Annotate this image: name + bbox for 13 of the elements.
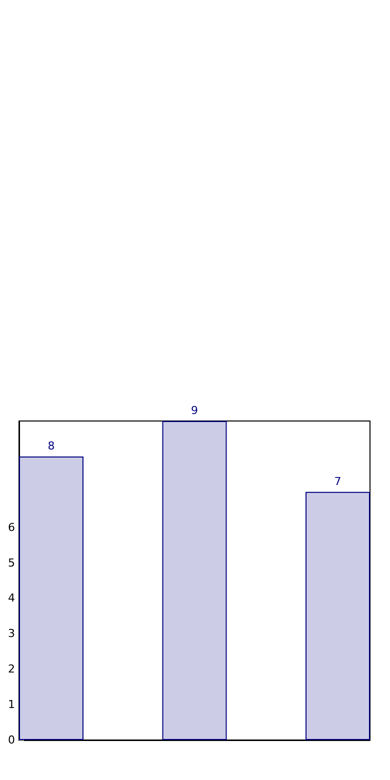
y-tick-label: 0 (8, 734, 15, 746)
y-tick-label: 6 (8, 520, 15, 534)
bar (19, 456, 84, 740)
bar (162, 421, 227, 740)
y-tick-label: 3 (8, 627, 15, 640)
y-tick-label: 1 (8, 698, 15, 712)
data-label: 7 (334, 474, 342, 488)
y-tick-label: 2 (8, 662, 15, 676)
bar (306, 492, 370, 740)
y-tick-label: 4 (8, 592, 15, 605)
data-label: 8 (48, 439, 55, 452)
y-tick-label: 5 (8, 556, 15, 570)
data-label: 9 (191, 404, 198, 417)
